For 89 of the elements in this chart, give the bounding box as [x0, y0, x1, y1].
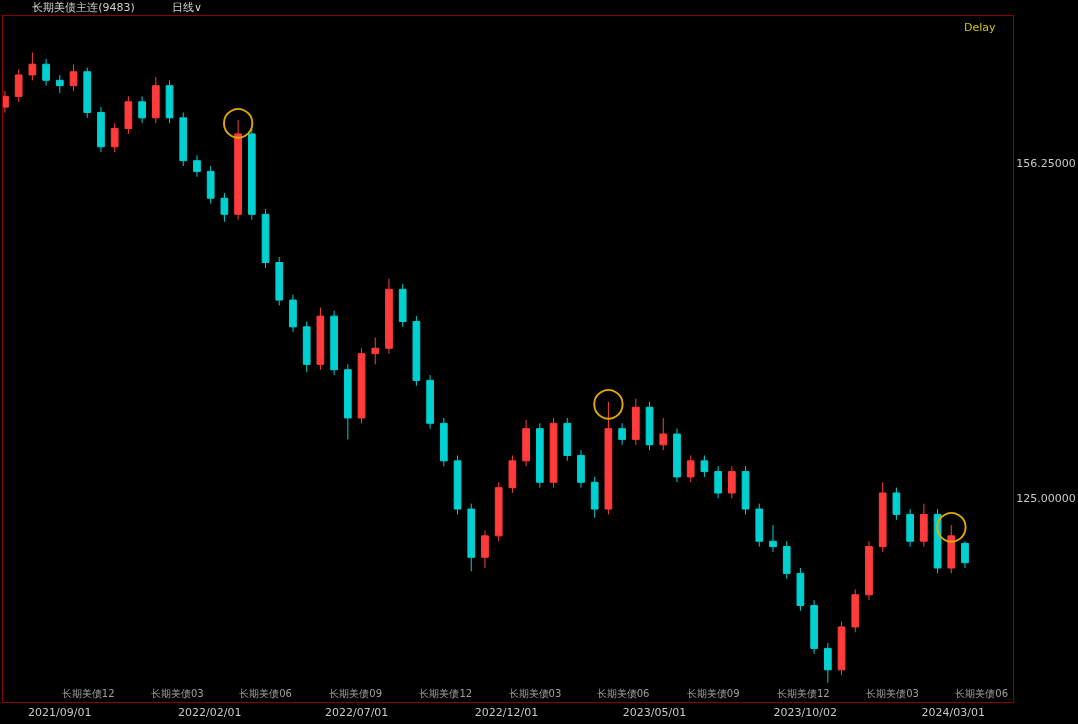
- candlestick: [193, 154, 201, 178]
- candlestick: [97, 106, 105, 153]
- candlestick: [810, 599, 818, 655]
- text: 日线∨: [172, 1, 203, 14]
- candlestick: [577, 449, 585, 489]
- candlestick: [467, 503, 476, 572]
- x-tick-label: 2022/12/01: [474, 706, 539, 720]
- candlestick: [522, 419, 530, 467]
- y-tick-label: 125.00000: [1016, 492, 1076, 506]
- x2-tick-label: 长期美债03: [508, 688, 562, 699]
- candlestick: [371, 337, 380, 365]
- candlestick: [755, 503, 764, 548]
- x-tick-label: 2023/10/02: [773, 706, 838, 720]
- candlestick: [631, 398, 640, 446]
- x-tick-label: 2022/02/01: [178, 706, 242, 720]
- candlestick: [55, 74, 64, 94]
- candlestick: [892, 487, 901, 521]
- candlestick: [481, 530, 489, 569]
- candlestick: [700, 454, 709, 478]
- x2-tick-label: 长期美债12: [419, 688, 473, 699]
- candlestick: [453, 454, 462, 515]
- candlestick: [645, 401, 654, 451]
- x2-tick-label: 长期美债09: [329, 688, 383, 699]
- candlestick: [110, 122, 119, 153]
- annotation: ◯: [221, 102, 255, 139]
- candlestick: [686, 454, 695, 483]
- candlestick: [590, 476, 599, 519]
- candlestick: [659, 417, 668, 451]
- candlestick: [206, 165, 215, 205]
- candlestick: [837, 621, 846, 676]
- candlestick: [919, 503, 928, 548]
- candlestick: [14, 69, 23, 103]
- candlestick: [398, 283, 407, 328]
- candlestick: [289, 294, 297, 333]
- candlestick: [124, 95, 133, 135]
- candlestick: [412, 315, 421, 387]
- candlestick: [741, 465, 750, 515]
- x2-tick-label: 长期美债12: [61, 688, 115, 699]
- candlestick: [796, 567, 805, 612]
- y-tick-label: 156.25000: [1016, 157, 1076, 171]
- x-tick-label: 2022/07/01: [324, 706, 389, 720]
- candlestick: [179, 111, 188, 167]
- candlestick: [343, 363, 352, 440]
- candlestick: [42, 58, 50, 87]
- candlestick: [865, 540, 873, 601]
- candlestick: [426, 374, 434, 430]
- candlestick: [165, 79, 174, 124]
- x2-tick-label: 长期美债03: [866, 688, 919, 699]
- candlestick: [316, 307, 325, 371]
- candlestick: [83, 66, 92, 119]
- x-tick-label: 2021/09/01: [28, 706, 92, 720]
- candlestick: [508, 454, 517, 494]
- x2-tick-label: 长期美债09: [686, 688, 740, 699]
- x2-tick-label: 长期美债12: [776, 688, 830, 699]
- x2-tick-label: 长期美债06: [239, 688, 292, 699]
- candlestick: [906, 508, 914, 548]
- candlestick: [823, 642, 832, 684]
- annotation: Delay: [964, 21, 997, 34]
- candlestick: [220, 192, 229, 223]
- candlestick: [494, 481, 503, 542]
- candlestick: [275, 256, 284, 306]
- candlestick: [261, 208, 270, 269]
- candlestick: [673, 428, 681, 483]
- candlestick: [439, 417, 448, 467]
- candlestick: [330, 310, 338, 376]
- candlestick: [727, 465, 736, 499]
- candlestick: [138, 95, 146, 124]
- candlestick: [878, 481, 887, 553]
- candlestick: [769, 524, 777, 553]
- candlestick: [302, 320, 311, 373]
- candlestick: [357, 347, 366, 424]
- x-tick-label: 2023/05/01: [622, 706, 687, 720]
- x2-tick-label: 长期美债06: [955, 688, 1009, 699]
- candlestick: [549, 417, 558, 489]
- x-tick-label: 2024/03/01: [921, 706, 985, 720]
- candlestick: [535, 422, 544, 489]
- x2-tick-label: 长期美债06: [596, 688, 650, 699]
- candlestick: [151, 76, 160, 124]
- candlestick: [782, 540, 791, 580]
- candlestick: [69, 63, 78, 92]
- candlestick: [714, 465, 722, 499]
- candlestick: [851, 588, 860, 633]
- x2-tick-label: 长期美债03: [151, 688, 204, 699]
- candlestick: [385, 278, 393, 355]
- candlestick: [28, 51, 37, 81]
- chart-title: 长期美债主连(9483): [32, 1, 135, 15]
- candlestick: [563, 417, 572, 462]
- candlestick: [618, 422, 626, 446]
- annotation: ◯: [591, 383, 626, 420]
